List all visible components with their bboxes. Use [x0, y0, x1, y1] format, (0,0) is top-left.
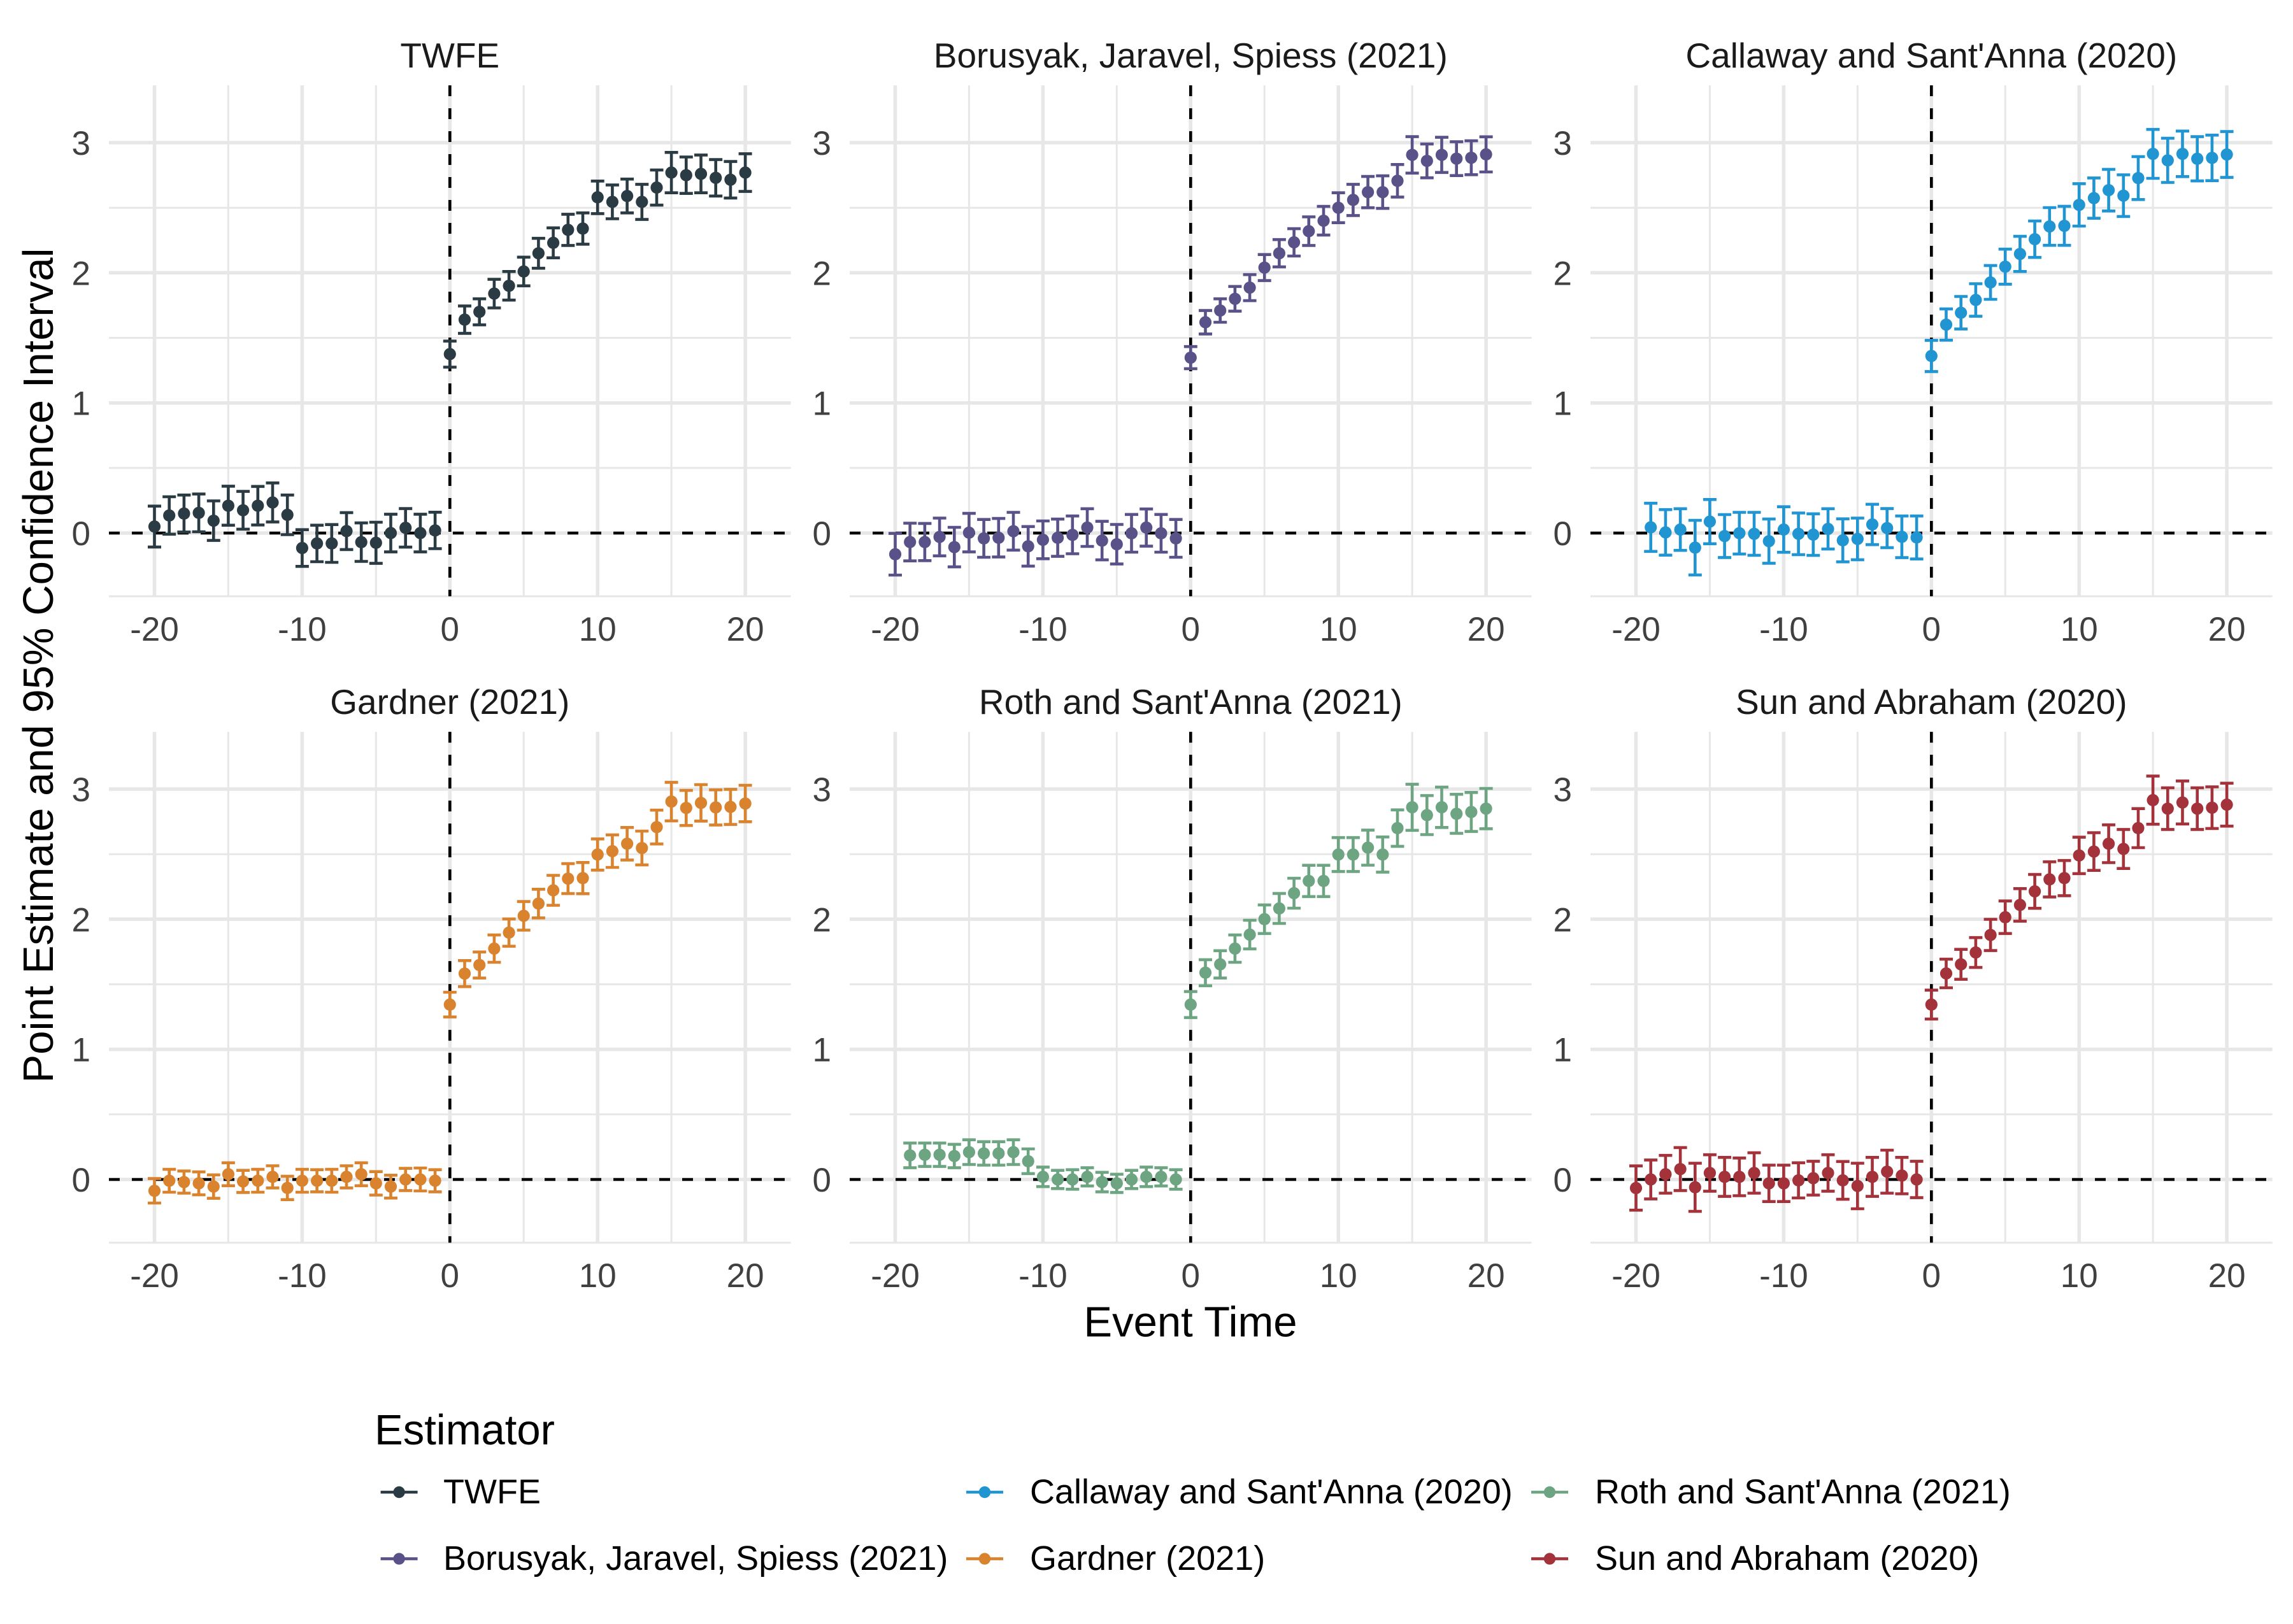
- svg-text:Gardner (2021): Gardner (2021): [1030, 1539, 1265, 1578]
- svg-text:2: 2: [72, 901, 90, 939]
- svg-text:Callaway and Sant'Anna (2020): Callaway and Sant'Anna (2020): [1685, 36, 2177, 75]
- svg-text:0: 0: [813, 515, 831, 553]
- svg-text:-20: -20: [1611, 611, 1661, 648]
- svg-text:2: 2: [72, 255, 90, 292]
- svg-text:20: 20: [727, 1257, 764, 1295]
- svg-text:0: 0: [72, 1162, 90, 1199]
- svg-text:-10: -10: [1759, 1257, 1808, 1295]
- svg-text:-20: -20: [871, 1257, 920, 1295]
- svg-text:20: 20: [2208, 611, 2246, 648]
- svg-text:1: 1: [1554, 1032, 1572, 1069]
- svg-text:Borusyak, Jaravel, Spiess (202: Borusyak, Jaravel, Spiess (2021): [443, 1539, 948, 1578]
- svg-text:-10: -10: [278, 611, 327, 648]
- svg-text:2: 2: [813, 255, 831, 292]
- svg-text:0: 0: [1554, 1162, 1572, 1199]
- svg-text:3: 3: [72, 125, 90, 162]
- svg-text:Sun and Abraham (2020): Sun and Abraham (2020): [1736, 682, 2127, 722]
- svg-text:20: 20: [1468, 611, 1505, 648]
- svg-text:2: 2: [1554, 901, 1572, 939]
- svg-text:0: 0: [1182, 611, 1200, 648]
- svg-text:2: 2: [813, 901, 831, 939]
- svg-text:Roth and Sant'Anna (2021): Roth and Sant'Anna (2021): [979, 682, 1403, 722]
- svg-text:Roth and Sant'Anna (2021): Roth and Sant'Anna (2021): [1595, 1473, 2011, 1511]
- svg-text:1: 1: [813, 385, 831, 423]
- svg-text:Event Time: Event Time: [1083, 1299, 1297, 1346]
- svg-text:0: 0: [813, 1162, 831, 1199]
- svg-text:0: 0: [441, 1257, 459, 1295]
- svg-text:1: 1: [813, 1032, 831, 1069]
- svg-text:3: 3: [813, 125, 831, 162]
- svg-text:0: 0: [1554, 515, 1572, 553]
- svg-text:-20: -20: [130, 611, 179, 648]
- svg-text:TWFE: TWFE: [443, 1473, 541, 1511]
- svg-text:3: 3: [1554, 125, 1572, 162]
- svg-text:10: 10: [2061, 1257, 2098, 1295]
- svg-text:-20: -20: [871, 611, 920, 648]
- svg-text:20: 20: [1468, 1257, 1505, 1295]
- svg-text:20: 20: [2208, 1257, 2246, 1295]
- svg-text:10: 10: [1320, 611, 1357, 648]
- svg-text:3: 3: [813, 771, 831, 809]
- svg-text:3: 3: [1554, 771, 1572, 809]
- svg-text:0: 0: [441, 611, 459, 648]
- svg-text:Estimator: Estimator: [375, 1406, 555, 1454]
- svg-text:0: 0: [72, 515, 90, 553]
- svg-text:TWFE: TWFE: [400, 36, 499, 75]
- svg-text:Sun and Abraham (2020): Sun and Abraham (2020): [1595, 1539, 1979, 1578]
- svg-text:10: 10: [2061, 611, 2098, 648]
- svg-text:-20: -20: [130, 1257, 179, 1295]
- svg-text:3: 3: [72, 771, 90, 809]
- svg-text:10: 10: [1320, 1257, 1357, 1295]
- svg-text:-20: -20: [1611, 1257, 1661, 1295]
- svg-text:20: 20: [727, 611, 764, 648]
- svg-text:Gardner (2021): Gardner (2021): [330, 682, 569, 722]
- svg-text:Point Estimate and 95% Confide: Point Estimate and 95% Confidence Interv…: [15, 248, 62, 1083]
- svg-text:10: 10: [579, 611, 617, 648]
- svg-text:Borusyak, Jaravel, Spiess (202: Borusyak, Jaravel, Spiess (2021): [934, 36, 1448, 75]
- svg-text:-10: -10: [1018, 1257, 1068, 1295]
- svg-text:-10: -10: [1018, 611, 1068, 648]
- svg-text:2: 2: [1554, 255, 1572, 292]
- svg-text:-10: -10: [278, 1257, 327, 1295]
- svg-text:-10: -10: [1759, 611, 1808, 648]
- svg-text:1: 1: [72, 385, 90, 423]
- svg-text:0: 0: [1922, 611, 1941, 648]
- svg-text:0: 0: [1182, 1257, 1200, 1295]
- svg-text:Callaway and Sant'Anna (2020): Callaway and Sant'Anna (2020): [1030, 1473, 1513, 1511]
- svg-text:0: 0: [1922, 1257, 1941, 1295]
- svg-text:1: 1: [1554, 385, 1572, 423]
- svg-text:1: 1: [72, 1032, 90, 1069]
- svg-text:10: 10: [579, 1257, 617, 1295]
